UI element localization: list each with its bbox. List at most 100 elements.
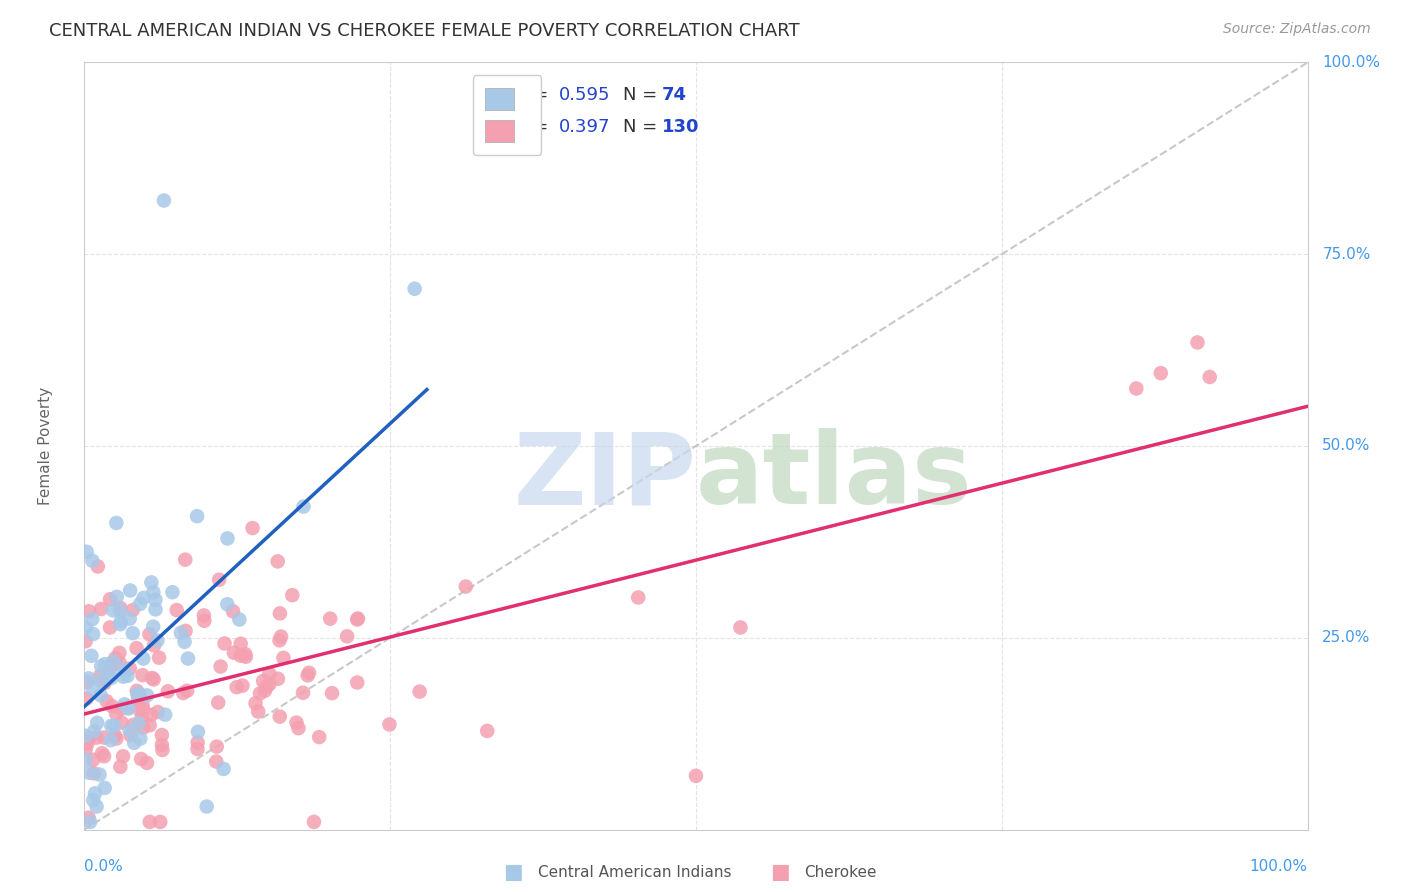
Point <box>89 669 111 683</box>
Text: atlas: atlas <box>696 428 973 525</box>
Point <box>76 737 98 751</box>
Point <box>80 648 103 663</box>
Point <box>93 731 115 745</box>
Point <box>93 749 115 764</box>
Point <box>83 766 105 780</box>
Point <box>132 651 155 665</box>
Point <box>112 670 135 684</box>
Point <box>146 705 169 719</box>
Point <box>136 756 159 770</box>
Point <box>193 614 215 628</box>
Point <box>128 687 150 701</box>
Point <box>127 687 149 701</box>
Point <box>225 680 247 694</box>
Point <box>187 724 209 739</box>
Point <box>253 683 276 698</box>
Text: 74: 74 <box>662 86 686 103</box>
Point <box>346 675 368 690</box>
Point <box>207 696 229 710</box>
Text: Source: ZipAtlas.com: Source: ZipAtlas.com <box>1223 22 1371 37</box>
Point <box>259 666 281 681</box>
Point <box>122 736 145 750</box>
Point <box>229 648 252 663</box>
Point <box>131 668 153 682</box>
Point <box>730 620 752 634</box>
Point <box>103 655 125 669</box>
Point <box>127 691 149 706</box>
Point <box>77 765 100 780</box>
Point <box>231 679 253 693</box>
Point <box>108 646 131 660</box>
Point <box>104 729 127 743</box>
Point <box>150 738 173 752</box>
Point <box>149 814 172 829</box>
Point <box>142 620 165 634</box>
Point <box>110 604 132 618</box>
Point <box>76 675 98 690</box>
Point <box>112 749 135 764</box>
Point <box>174 624 197 638</box>
Point <box>298 665 321 680</box>
Point <box>177 651 200 665</box>
Text: N =: N = <box>623 86 662 103</box>
Point <box>186 742 208 756</box>
Point <box>627 591 650 605</box>
Point <box>82 793 104 807</box>
Text: CENTRAL AMERICAN INDIAN VS CHEROKEE FEMALE POVERTY CORRELATION CHART: CENTRAL AMERICAN INDIAN VS CHEROKEE FEMA… <box>49 22 800 40</box>
Text: Cherokee: Cherokee <box>804 865 877 880</box>
Point <box>1198 370 1220 384</box>
Point <box>138 718 160 732</box>
Point <box>105 731 128 746</box>
Point <box>132 591 155 605</box>
Point <box>77 672 100 686</box>
Point <box>75 742 97 756</box>
Point <box>129 752 152 766</box>
Point <box>242 521 264 535</box>
Point <box>84 786 107 800</box>
Point <box>187 735 209 749</box>
Point <box>145 592 167 607</box>
Point <box>75 634 97 648</box>
Point <box>98 666 121 681</box>
Legend: , : , <box>472 75 541 154</box>
Point <box>129 597 152 611</box>
Point <box>118 612 141 626</box>
Point <box>86 731 108 745</box>
Point <box>98 592 121 607</box>
Point <box>120 583 142 598</box>
Point <box>217 532 239 546</box>
Point <box>156 684 179 698</box>
Point <box>235 649 257 664</box>
Text: 130: 130 <box>662 118 699 136</box>
Point <box>91 747 114 761</box>
Point <box>121 603 143 617</box>
Point <box>120 728 142 742</box>
Point <box>110 615 132 629</box>
Point <box>269 607 291 621</box>
Point <box>308 730 330 744</box>
Point <box>82 627 104 641</box>
Point <box>86 715 108 730</box>
Point <box>82 612 104 626</box>
Point <box>117 701 139 715</box>
Point <box>108 656 131 670</box>
Text: ZIP: ZIP <box>513 428 696 525</box>
Point <box>347 611 370 625</box>
Point <box>131 711 153 725</box>
Point <box>110 617 132 632</box>
Point <box>128 703 150 717</box>
Point <box>173 635 195 649</box>
Point <box>404 282 426 296</box>
Point <box>100 733 122 747</box>
Point <box>76 545 98 559</box>
Point <box>145 602 167 616</box>
Point <box>87 559 110 574</box>
Point <box>101 603 124 617</box>
Text: ■: ■ <box>770 863 790 882</box>
Point <box>143 639 166 653</box>
Point <box>685 769 707 783</box>
Point <box>208 573 231 587</box>
Point <box>214 636 236 650</box>
Point <box>125 683 148 698</box>
Point <box>118 662 141 676</box>
